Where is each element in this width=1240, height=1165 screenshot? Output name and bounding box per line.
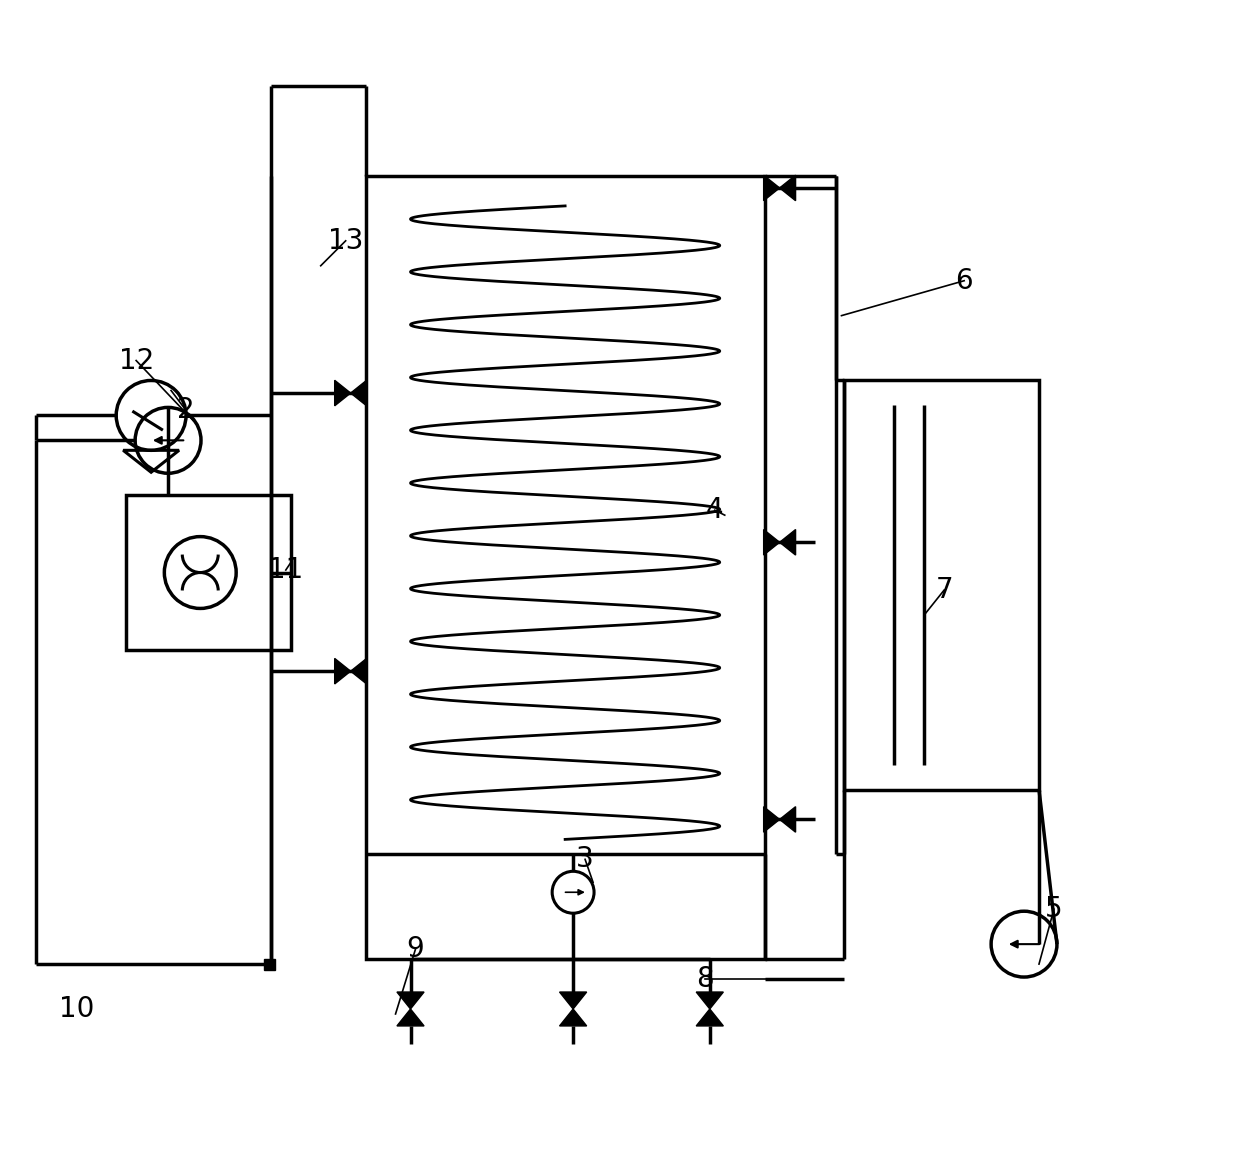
Text: 11: 11 (268, 556, 304, 584)
Text: 13: 13 (327, 227, 363, 255)
Polygon shape (335, 380, 351, 405)
Bar (844, 381, 1039, 790)
Polygon shape (559, 1009, 587, 1026)
Polygon shape (696, 1009, 723, 1026)
Text: 7: 7 (935, 576, 954, 603)
Polygon shape (764, 530, 780, 555)
Polygon shape (559, 993, 587, 1009)
Polygon shape (780, 530, 796, 555)
Polygon shape (335, 658, 351, 684)
Polygon shape (351, 658, 367, 684)
Text: 10: 10 (58, 995, 94, 1023)
Polygon shape (764, 175, 780, 200)
Text: 12: 12 (119, 346, 154, 374)
Polygon shape (397, 993, 424, 1009)
Polygon shape (780, 175, 796, 200)
Bar (264, 959, 275, 969)
Text: 6: 6 (955, 267, 973, 295)
Polygon shape (696, 993, 723, 1009)
Polygon shape (351, 380, 367, 405)
Bar (126, 495, 291, 650)
Text: 3: 3 (577, 846, 594, 874)
Text: 9: 9 (407, 935, 424, 963)
Text: 5: 5 (1045, 895, 1063, 923)
Text: 2: 2 (177, 396, 195, 424)
Polygon shape (764, 806, 780, 832)
Polygon shape (780, 806, 796, 832)
Text: 4: 4 (706, 496, 724, 524)
Text: 8: 8 (696, 965, 713, 993)
Bar (366, 176, 765, 959)
Polygon shape (397, 1009, 424, 1026)
